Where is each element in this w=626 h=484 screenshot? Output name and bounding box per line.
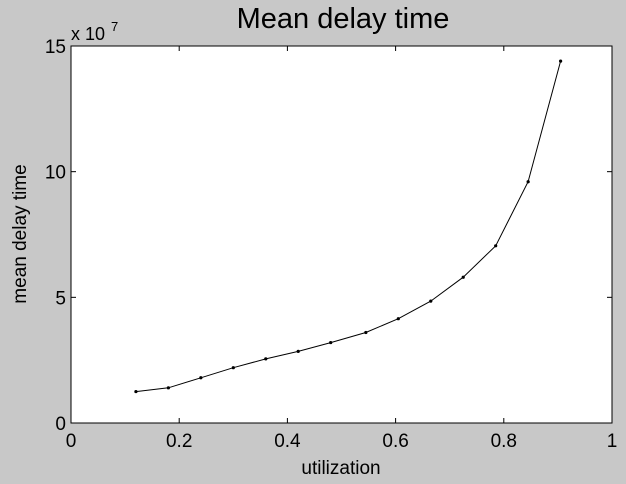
y-tick-label: 0 [55, 414, 66, 435]
y-exponent-power: 7 [111, 19, 118, 34]
chart-title: Mean delay time [237, 3, 450, 35]
data-point [559, 59, 563, 63]
data-point [526, 180, 530, 184]
y-exponent-label: x 10 7 [71, 19, 118, 44]
x-tick-label: 1 [607, 431, 618, 452]
data-point [429, 299, 433, 303]
data-point [329, 340, 333, 345]
data-point [231, 366, 235, 370]
series-layer [134, 59, 563, 394]
y-tick-label: 5 [55, 288, 66, 309]
x-tick-label: 0.8 [491, 431, 517, 452]
plot-area [70, 45, 613, 424]
data-point [199, 376, 203, 380]
data-point [134, 389, 138, 394]
x-axis-ticks: 0 0.2 0.4 0.6 0.8 1 [66, 46, 618, 452]
x-tick-label: 0.4 [274, 431, 301, 452]
x-tick-label: 0 [66, 431, 77, 452]
series-line [135, 60, 562, 393]
data-point [396, 317, 400, 321]
x-axis-label: utilization [301, 458, 380, 479]
y-tick-label: 10 [45, 163, 66, 184]
data-point [494, 244, 498, 248]
y-axis-label: mean delay time [10, 164, 31, 303]
x-tick-label: 0.2 [166, 431, 192, 452]
y-tick-label: 15 [45, 37, 66, 58]
y-axis-ticks: 0 5 10 15 [45, 37, 612, 435]
data-point [296, 349, 300, 353]
x-tick-label: 0.6 [382, 431, 408, 452]
data-point [264, 357, 268, 361]
data-point [364, 330, 368, 335]
y-exponent-base: x 10 [71, 24, 105, 44]
data-point [166, 386, 170, 390]
data-point [461, 275, 465, 279]
